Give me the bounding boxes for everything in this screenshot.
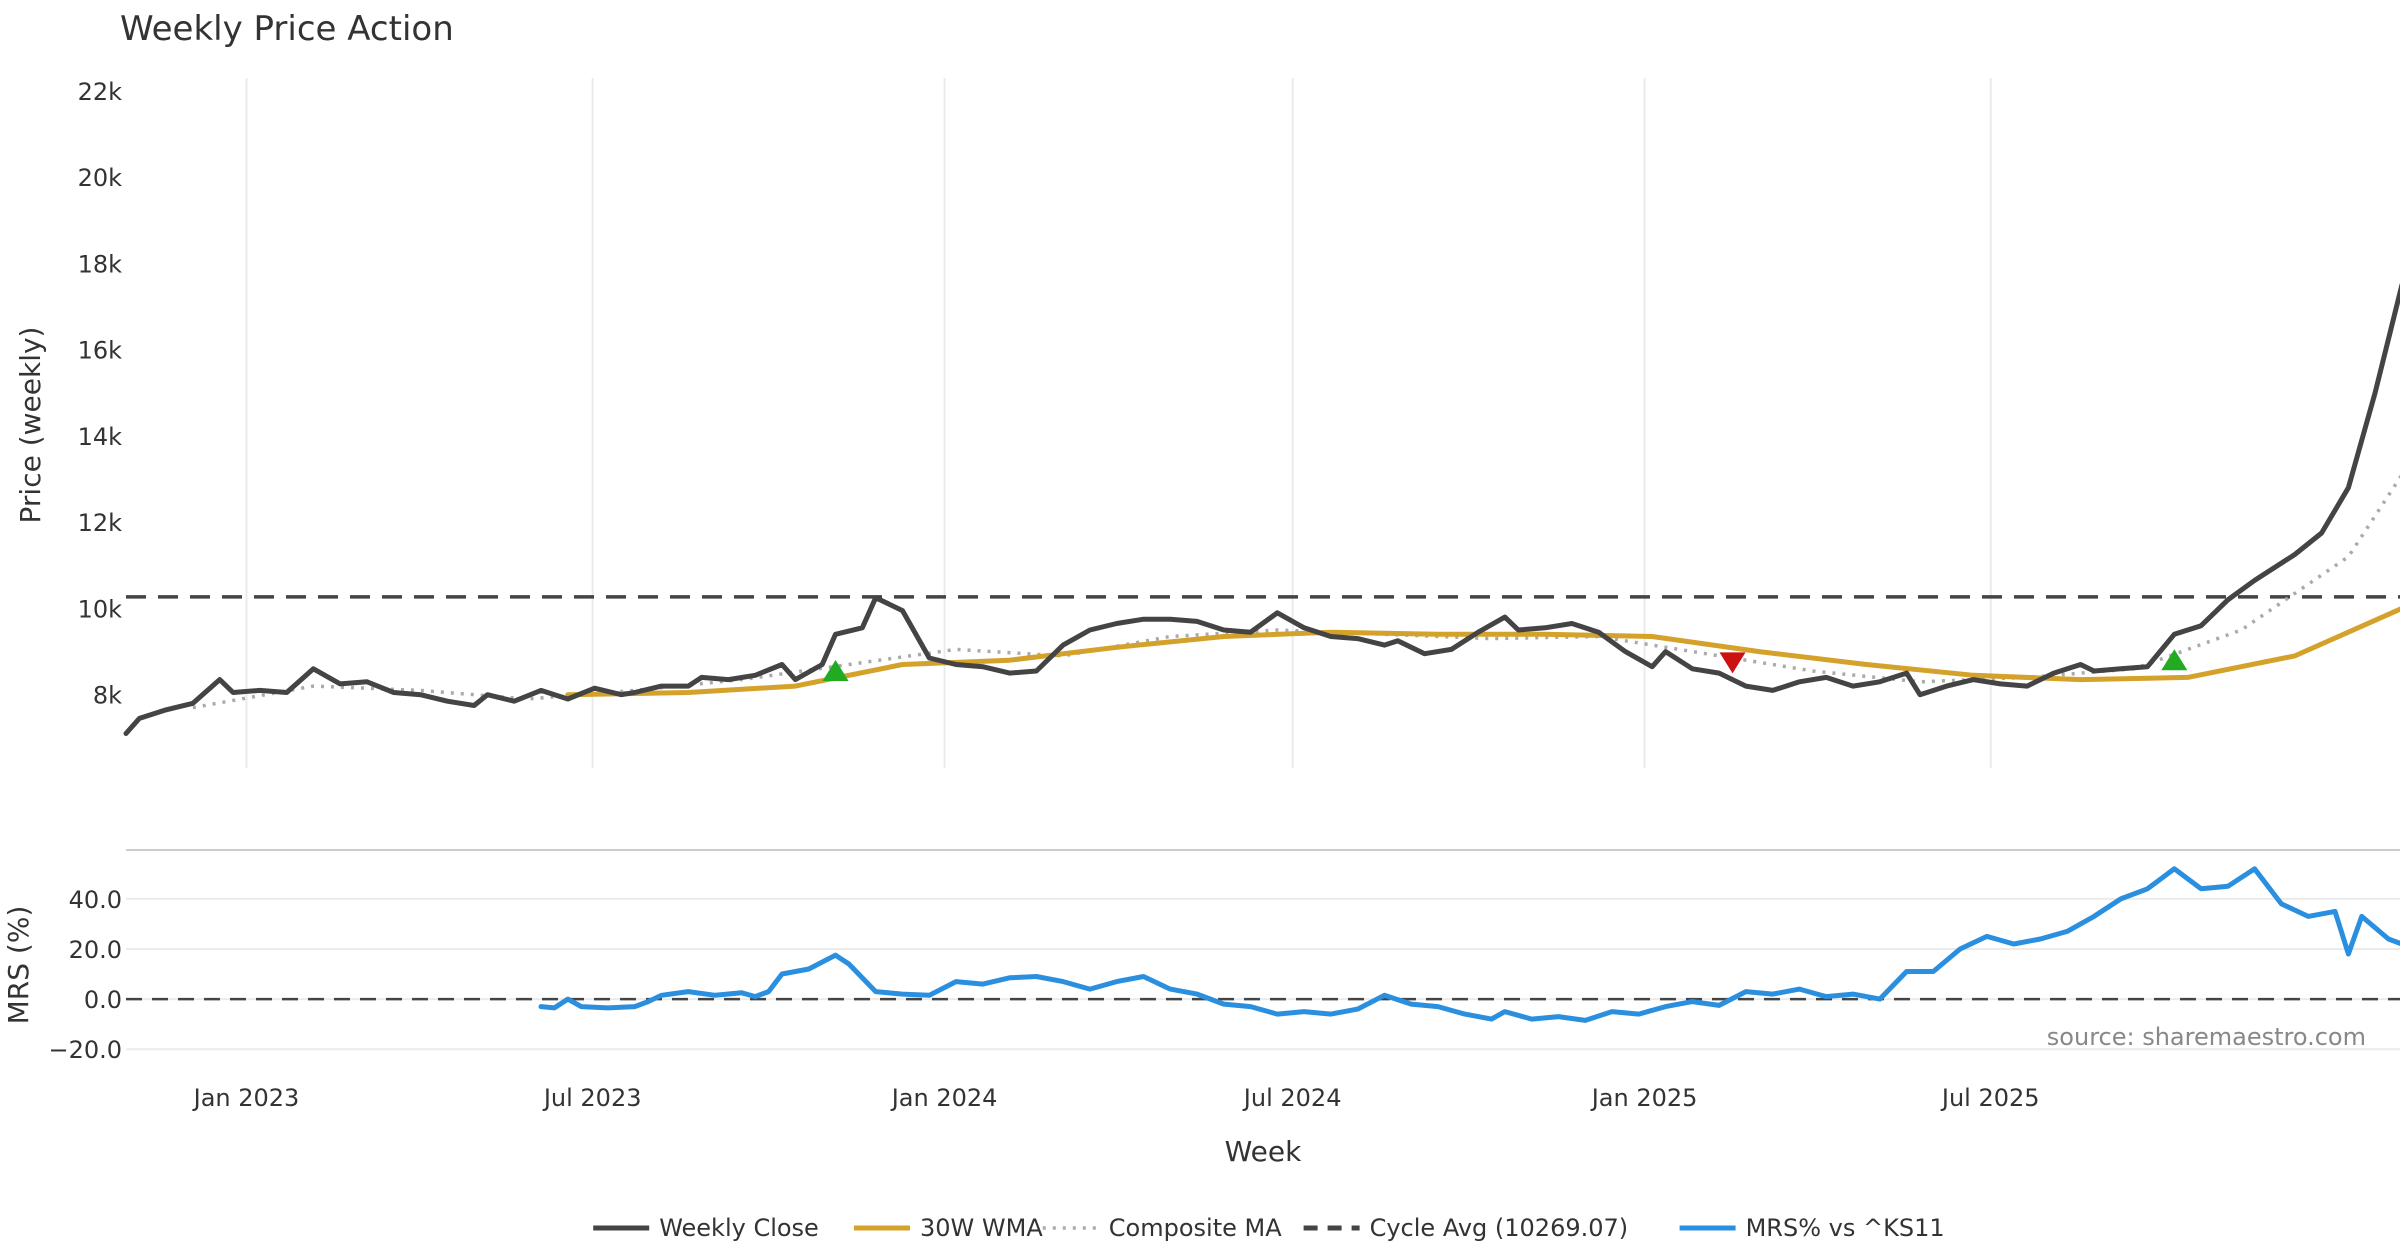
sell-signal-marker: [1719, 652, 1746, 674]
x-axis-label: Week: [1225, 1135, 1302, 1168]
x-tick-label: Jan 2023: [192, 1084, 300, 1112]
mrs-y-tick-label: −20.0: [48, 1036, 122, 1064]
mrs-vs-ks11-line: [538, 866, 2400, 1023]
legend-label: Cycle Avg (10269.07): [1370, 1214, 1629, 1242]
price-y-ticks: 8k 10k 12k 14k 16k 18k 20k 22k: [78, 78, 123, 710]
price-series: [123, 283, 2400, 736]
price-y-tick-label: 20k: [78, 164, 123, 192]
mrs-y-tick-label: 20.0: [69, 936, 122, 964]
source-note: source: sharemaestro.com: [2047, 1023, 2366, 1051]
mrs-grid: [126, 897, 2400, 1051]
signal-markers: [822, 649, 2188, 681]
x-tick-label: Jan 2024: [890, 1084, 998, 1112]
price-y-axis-label: Price (weekly): [14, 327, 47, 524]
x-tick-label: Jul 2024: [1242, 1084, 1342, 1112]
price-y-tick-label: 16k: [78, 337, 123, 365]
mrs-y-tick-label: 0.0: [84, 986, 122, 1014]
x-axis-ticks: Jan 2023 Jul 2023 Jan 2024 Jul 2024 Jan 2025…: [192, 1084, 2040, 1112]
mrs-y-axis-label: MRS (%): [2, 906, 35, 1025]
composite-ma-line: [192, 474, 2400, 710]
price-y-tick-label: 8k: [93, 682, 122, 710]
legend-label: Composite MA: [1109, 1214, 1282, 1242]
price-y-tick-label: 18k: [78, 250, 123, 278]
buy-signal-marker: [822, 659, 849, 681]
x-tick-label: Jul 2025: [1940, 1084, 2040, 1112]
price-y-tick-label: 22k: [78, 78, 123, 106]
mrs-y-tick-label: 40.0: [69, 886, 122, 914]
chart-title: Weekly Price Action: [120, 9, 454, 49]
price-y-tick-label: 10k: [78, 595, 123, 623]
mrs-series: [538, 866, 2400, 1023]
price-y-tick-label: 14k: [78, 423, 123, 451]
price-grid: [245, 78, 1992, 768]
price-y-tick-label: 12k: [78, 509, 123, 537]
legend-label: MRS% vs ^KS11: [1746, 1214, 1945, 1242]
mrs-y-ticks: −20.0 0.0 20.0 40.0: [48, 886, 122, 1064]
x-tick-label: Jan 2025: [1590, 1084, 1698, 1112]
chart-legend: Weekly Close 30W WMA Composite MA Cycle Avg…: [593, 1214, 1945, 1242]
x-tick-label: Jul 2023: [542, 1084, 642, 1112]
weekly-close-line: [123, 283, 2400, 736]
legend-label: 30W WMA: [920, 1214, 1043, 1242]
legend-label: Weekly Close: [659, 1214, 819, 1242]
buy-signal-marker: [2161, 649, 2188, 671]
